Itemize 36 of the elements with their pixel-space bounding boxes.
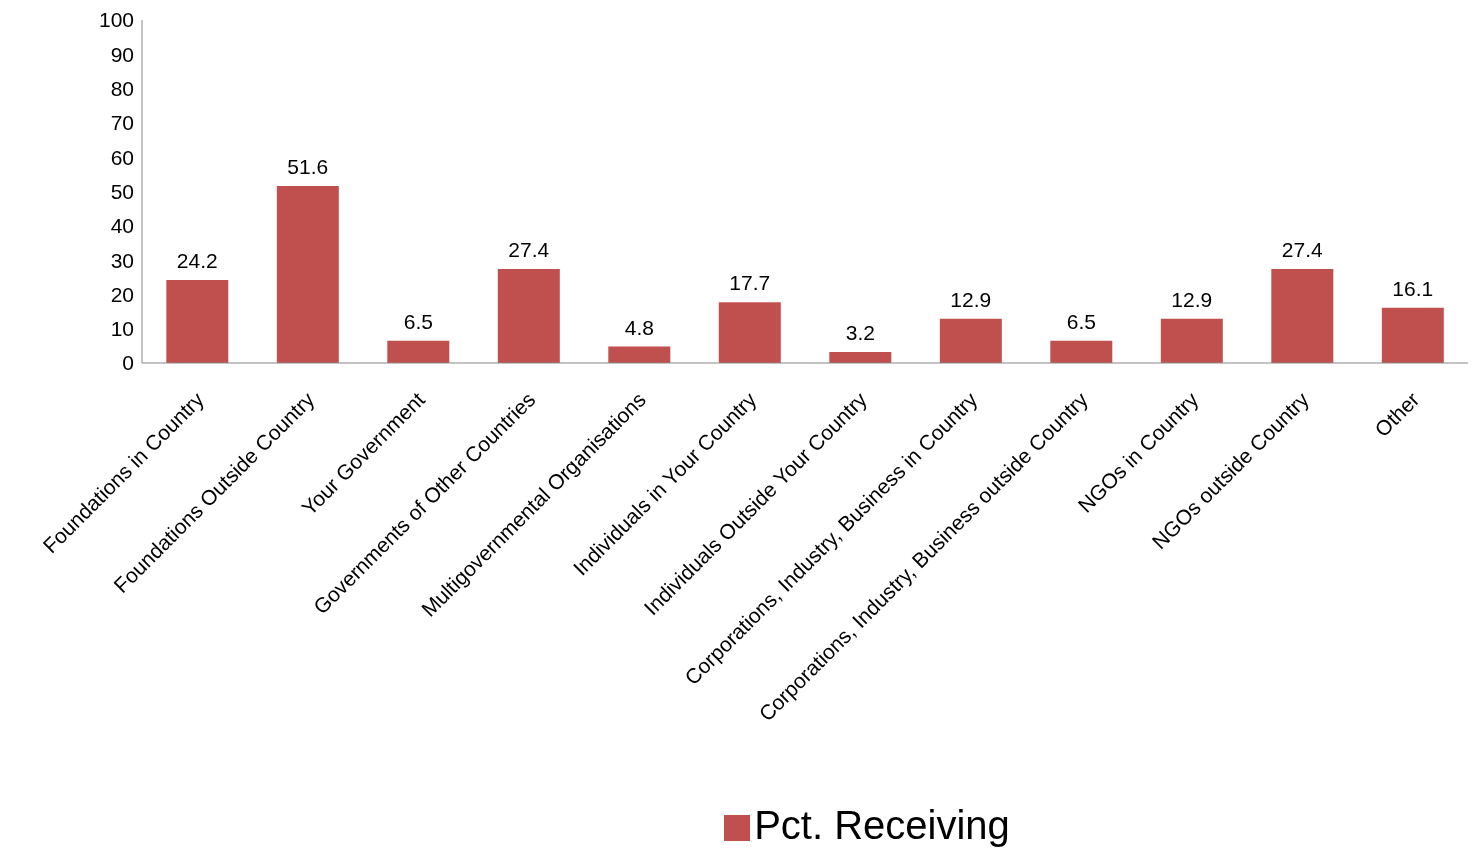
data-label: 12.9 bbox=[950, 287, 992, 311]
y-tick-label: 50 bbox=[110, 179, 134, 203]
y-tick-label: 10 bbox=[110, 317, 134, 341]
data-label: 51.6 bbox=[287, 155, 329, 179]
bar bbox=[1381, 307, 1444, 363]
y-tick-label: 70 bbox=[110, 111, 134, 135]
y-tick-label: 40 bbox=[110, 214, 134, 238]
bar bbox=[718, 302, 781, 363]
y-tick-label: 60 bbox=[110, 145, 134, 169]
y-tick-label: 0 bbox=[122, 351, 134, 375]
y-tick-label: 30 bbox=[110, 248, 134, 272]
legend-label: Pct. Receiving bbox=[754, 803, 1010, 847]
y-tick-label: 100 bbox=[98, 8, 134, 32]
data-label: 24.2 bbox=[176, 248, 218, 272]
data-label: 12.9 bbox=[1171, 287, 1213, 311]
bar bbox=[1271, 269, 1334, 363]
data-label: 16.1 bbox=[1392, 276, 1434, 300]
y-tick-label: 80 bbox=[110, 77, 134, 101]
data-label: 6.5 bbox=[403, 309, 433, 333]
y-tick-label: 20 bbox=[110, 282, 134, 306]
bar bbox=[497, 269, 560, 363]
bar bbox=[387, 340, 450, 363]
data-label: 3.2 bbox=[845, 321, 875, 345]
bar bbox=[276, 186, 339, 363]
y-tick-label: 90 bbox=[110, 42, 134, 66]
bar bbox=[1050, 340, 1113, 363]
data-label: 4.8 bbox=[624, 315, 654, 339]
data-label: 27.4 bbox=[508, 238, 550, 262]
bar bbox=[829, 352, 892, 363]
bar bbox=[166, 279, 229, 363]
data-label: 17.7 bbox=[729, 271, 771, 295]
data-label: 27.4 bbox=[1281, 238, 1324, 262]
data-label: 6.5 bbox=[1066, 309, 1096, 333]
bar bbox=[1160, 318, 1223, 363]
bar bbox=[939, 318, 1002, 363]
bar bbox=[608, 346, 671, 363]
